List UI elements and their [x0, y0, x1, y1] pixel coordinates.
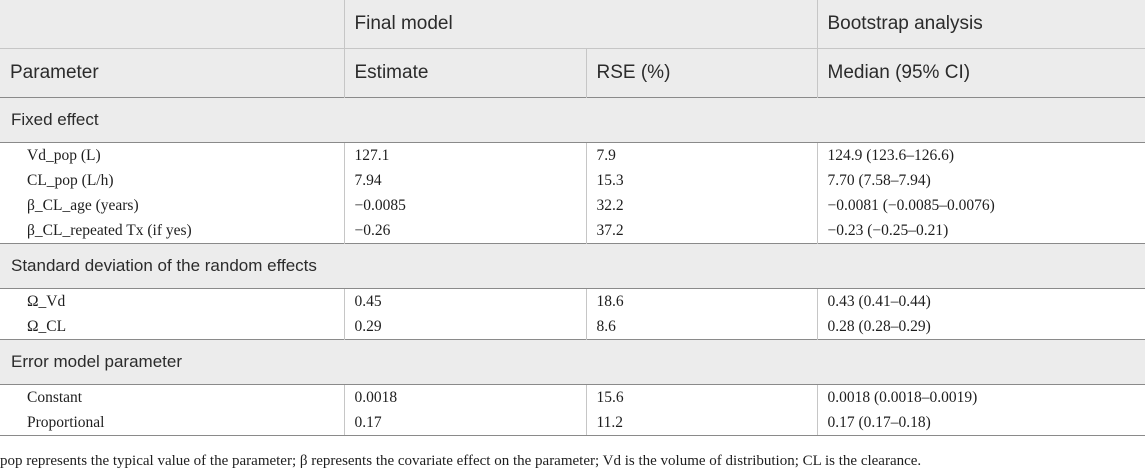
- cell-estimate: 0.0018: [343, 384, 586, 410]
- cell-parameter: Ω_Vd: [27, 292, 66, 310]
- table-bottom-rule-cell: [0, 435, 1145, 436]
- cell-estimate: 127.1: [343, 142, 586, 168]
- table-row: Vd_pop (L) 127.1 7.9 124.9 (123.6–126.6): [0, 142, 1145, 168]
- cell-median-ci: 0.28 (0.28–0.29): [816, 314, 1145, 340]
- table-body: Fixed effect Vd_pop (L) 127.1 7.9 124.9 (123…: [0, 97, 1145, 436]
- header-parameter: Parameter: [0, 48, 344, 98]
- header-group-final-model: Final model: [343, 0, 817, 49]
- table-row: β_CL_age (years) −0.0085 32.2 −0.0081 (−0.0…: [0, 193, 1145, 218]
- cell-median-ci: 124.9 (123.6–126.6): [816, 142, 1145, 168]
- cell-rse: 15.3: [585, 168, 817, 193]
- header-median-ci: Median (95% CI): [816, 48, 1145, 98]
- cell-estimate: 7.94: [343, 168, 586, 193]
- cell-estimate: 0.29: [343, 314, 586, 340]
- cell-estimate: −0.0085: [343, 193, 586, 218]
- table-footnote: pop represents the typical value of the …: [0, 453, 922, 469]
- cell-estimate: −0.26: [343, 218, 586, 244]
- table-row: Ω_CL 0.29 8.6 0.28 (0.28–0.29): [0, 314, 1145, 340]
- section-title: Standard deviation of the random effects: [0, 243, 1145, 289]
- table-header: Final model Bootstrap analysis Parameter…: [0, 0, 1145, 98]
- cell-estimate: 0.17: [343, 410, 586, 435]
- table-bottom-rule: [0, 435, 1145, 436]
- cell-rse: 37.2: [585, 218, 817, 244]
- table-row: Constant 0.0018 15.6 0.0018 (0.0018–0.0019): [0, 384, 1145, 410]
- cell-rse: 11.2: [585, 410, 817, 435]
- cell-median-ci: −0.0081 (−0.0085–0.0076): [816, 193, 1145, 218]
- section-row: Error model parameter: [0, 339, 1145, 385]
- cell-parameter: CL_pop (L/h): [27, 171, 114, 189]
- cell-rse: 32.2: [585, 193, 817, 218]
- cell-parameter: Ω_CL: [27, 317, 67, 335]
- cell-parameter: Constant: [27, 388, 83, 406]
- table-row: Proportional 0.17 11.2 0.17 (0.17–0.18): [0, 410, 1145, 435]
- table-row: Ω_Vd 0.45 18.6 0.43 (0.41–0.44): [0, 288, 1145, 314]
- section-row: Fixed effect: [0, 97, 1145, 143]
- cell-median-ci: 0.0018 (0.0018–0.0019): [816, 384, 1145, 410]
- cell-parameter: Proportional: [27, 413, 105, 431]
- cell-median-ci: −0.23 (−0.25–0.21): [816, 218, 1145, 244]
- cell-rse: 15.6: [585, 384, 817, 410]
- section-title: Fixed effect: [0, 97, 1145, 143]
- cell-median-ci: 0.43 (0.41–0.44): [816, 288, 1145, 314]
- table-row: CL_pop (L/h) 7.94 15.3 7.70 (7.58–7.94): [0, 168, 1145, 193]
- cell-median-ci: 0.17 (0.17–0.18): [816, 410, 1145, 435]
- results-table: Final model Bootstrap analysis Parameter…: [0, 0, 1145, 436]
- cell-median-ci: 7.70 (7.58–7.94): [816, 168, 1145, 193]
- cell-parameter: β_CL_age (years): [27, 196, 139, 214]
- header-empty-cell: [0, 0, 344, 49]
- section-row: Standard deviation of the random effects: [0, 243, 1145, 289]
- cell-rse: 8.6: [585, 314, 817, 340]
- header-estimate: Estimate: [343, 48, 586, 98]
- cell-rse: 7.9: [585, 142, 817, 168]
- header-group-bootstrap: Bootstrap analysis: [816, 0, 1145, 49]
- cell-rse: 18.6: [585, 288, 817, 314]
- section-title: Error model parameter: [0, 339, 1145, 385]
- cell-parameter: β_CL_repeated Tx (if yes): [27, 221, 192, 239]
- table-row: β_CL_repeated Tx (if yes) −0.26 37.2 −0.23 …: [0, 218, 1145, 244]
- header-rse: RSE (%): [585, 48, 817, 98]
- cell-estimate: 0.45: [343, 288, 586, 314]
- cell-parameter: Vd_pop (L): [27, 146, 101, 164]
